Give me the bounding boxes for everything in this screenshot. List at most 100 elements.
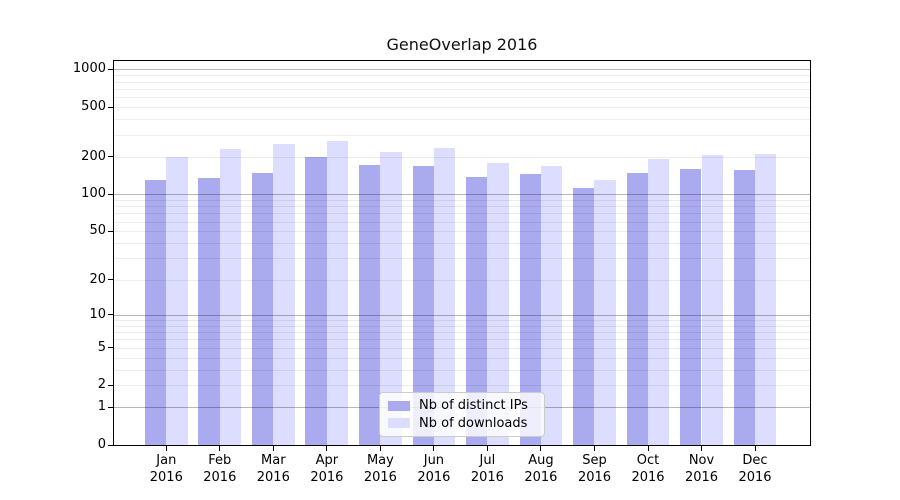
gridline-minor-9 [114, 319, 810, 321]
y-tick-20 [108, 279, 114, 280]
x-tick-year: 2016 [310, 470, 344, 485]
x-tick-label-sep: Sep 2016 [563, 452, 627, 486]
x-tick-label-dec: Dec 2016 [723, 452, 787, 486]
bar-feb-distinct-ips [198, 177, 220, 445]
bar-dec-downloads [755, 154, 777, 445]
legend-item-distinct-ips: Nb of distinct IPs [388, 398, 536, 413]
bar-mar-downloads [273, 144, 295, 445]
x-tick-year: 2016 [256, 470, 290, 485]
bar-jan-downloads [166, 156, 188, 445]
x-tick-label-may: May 2016 [348, 452, 412, 486]
y-tick-100 [108, 193, 114, 195]
x-tick-jul [486, 446, 488, 451]
x-tick-year: 2016 [149, 470, 183, 485]
gridline-major-10 [114, 314, 810, 316]
gridline-minor-90 [114, 199, 810, 201]
gridline-minor-200 [114, 156, 810, 158]
bar-oct-downloads [647, 159, 670, 445]
gridline-minor-500 [114, 107, 810, 108]
gridline-minor-400 [114, 119, 810, 121]
x-tick-month: Mar [261, 453, 286, 468]
x-tick-year: 2016 [470, 470, 504, 485]
bar-nov-distinct-ips [680, 169, 702, 445]
bar-feb-downloads [219, 149, 242, 445]
x-tick-label-apr: Apr 2016 [295, 452, 359, 486]
x-tick-dec [754, 446, 756, 451]
x-tick-apr [326, 446, 328, 451]
y-tick-label-100: 100 [81, 186, 106, 202]
bar-sep-distinct-ips [573, 188, 595, 445]
gridline-minor-70 [114, 213, 810, 215]
x-tick-month: Oct [636, 453, 660, 468]
x-tick-nov [701, 446, 702, 451]
x-tick-month: Jun [423, 453, 445, 468]
legend: Nb of distinct IPs Nb of downloads [379, 392, 545, 437]
gridline-minor-900 [114, 75, 810, 77]
y-tick-50 [108, 230, 114, 232]
bar-jul-downloads [487, 162, 509, 445]
gridline-minor-300 [114, 134, 810, 136]
x-tick-year: 2016 [524, 470, 558, 485]
gridline-minor-80 [114, 206, 810, 208]
x-tick-year: 2016 [363, 470, 397, 485]
bar-aug-downloads [540, 166, 563, 445]
x-tick-jun [433, 446, 435, 451]
bar-apr-distinct-ips [305, 156, 327, 445]
x-tick-year: 2016 [631, 470, 665, 485]
x-tick-oct [647, 446, 649, 451]
y-tick-1000 [108, 68, 114, 70]
plot-inner [114, 61, 810, 445]
x-tick-month: Apr [315, 453, 339, 468]
y-tick-5 [108, 347, 114, 349]
gridline-minor-800 [114, 81, 810, 83]
x-tick-feb [219, 446, 221, 451]
bar-may-distinct-ips [358, 165, 381, 445]
x-tick-label-jun: Jun 2016 [402, 452, 466, 486]
x-tick-month: Aug [528, 453, 554, 468]
y-tick-label-2: 2 [97, 377, 106, 393]
y-tick-0 [108, 444, 114, 446]
gridline-minor-30 [114, 258, 810, 260]
x-tick-sep [594, 446, 595, 451]
bar-apr-downloads [326, 140, 349, 445]
x-tick-aug [540, 446, 542, 451]
x-tick-month: Jan [156, 453, 177, 468]
x-tick-year: 2016 [684, 470, 719, 485]
y-tick-500 [108, 106, 114, 108]
bar-nov-downloads [701, 155, 723, 445]
y-tick-label-20: 20 [89, 271, 106, 287]
gridline-minor-6 [114, 339, 810, 341]
x-tick-label-aug: Aug 2016 [509, 452, 573, 486]
y-tick-label-1000: 1000 [72, 61, 106, 77]
y-tick-label-500: 500 [81, 99, 106, 114]
x-tick-month: Nov [688, 453, 715, 468]
bar-jun-distinct-ips [412, 166, 434, 445]
gridline-minor-4 [114, 357, 810, 359]
bar-jan-distinct-ips [144, 179, 167, 445]
gridline-minor-60 [114, 221, 810, 223]
chart-title: GeneOverlap 2016 [386, 35, 538, 54]
y-tick-1 [108, 406, 114, 408]
x-tick-label-feb: Feb 2016 [188, 452, 252, 486]
bar-aug-distinct-ips [519, 174, 541, 445]
gridline-minor-50 [114, 231, 810, 233]
y-tick-2 [108, 384, 114, 386]
x-tick-month: Sep [582, 453, 607, 468]
gridline-minor-3 [114, 369, 810, 371]
gridline-major-1000 [114, 69, 810, 71]
bar-oct-distinct-ips [626, 172, 648, 445]
y-tick-label-1: 1 [97, 399, 106, 415]
gridline-minor-700 [114, 88, 810, 90]
y-tick-10 [108, 314, 114, 316]
gridline-minor-2 [114, 385, 810, 387]
x-tick-year: 2016 [738, 470, 772, 485]
y-tick-label-0: 0 [97, 437, 106, 452]
gridline-minor-7 [114, 331, 810, 333]
plot-area: Nb of distinct IPs Nb of downloads [113, 60, 811, 446]
x-tick-label-jul: Jul 2016 [455, 452, 519, 486]
x-tick-month: Feb [208, 453, 232, 468]
bar-may-downloads [380, 151, 402, 445]
x-tick-month: May [366, 453, 394, 468]
x-tick-year: 2016 [577, 470, 612, 485]
